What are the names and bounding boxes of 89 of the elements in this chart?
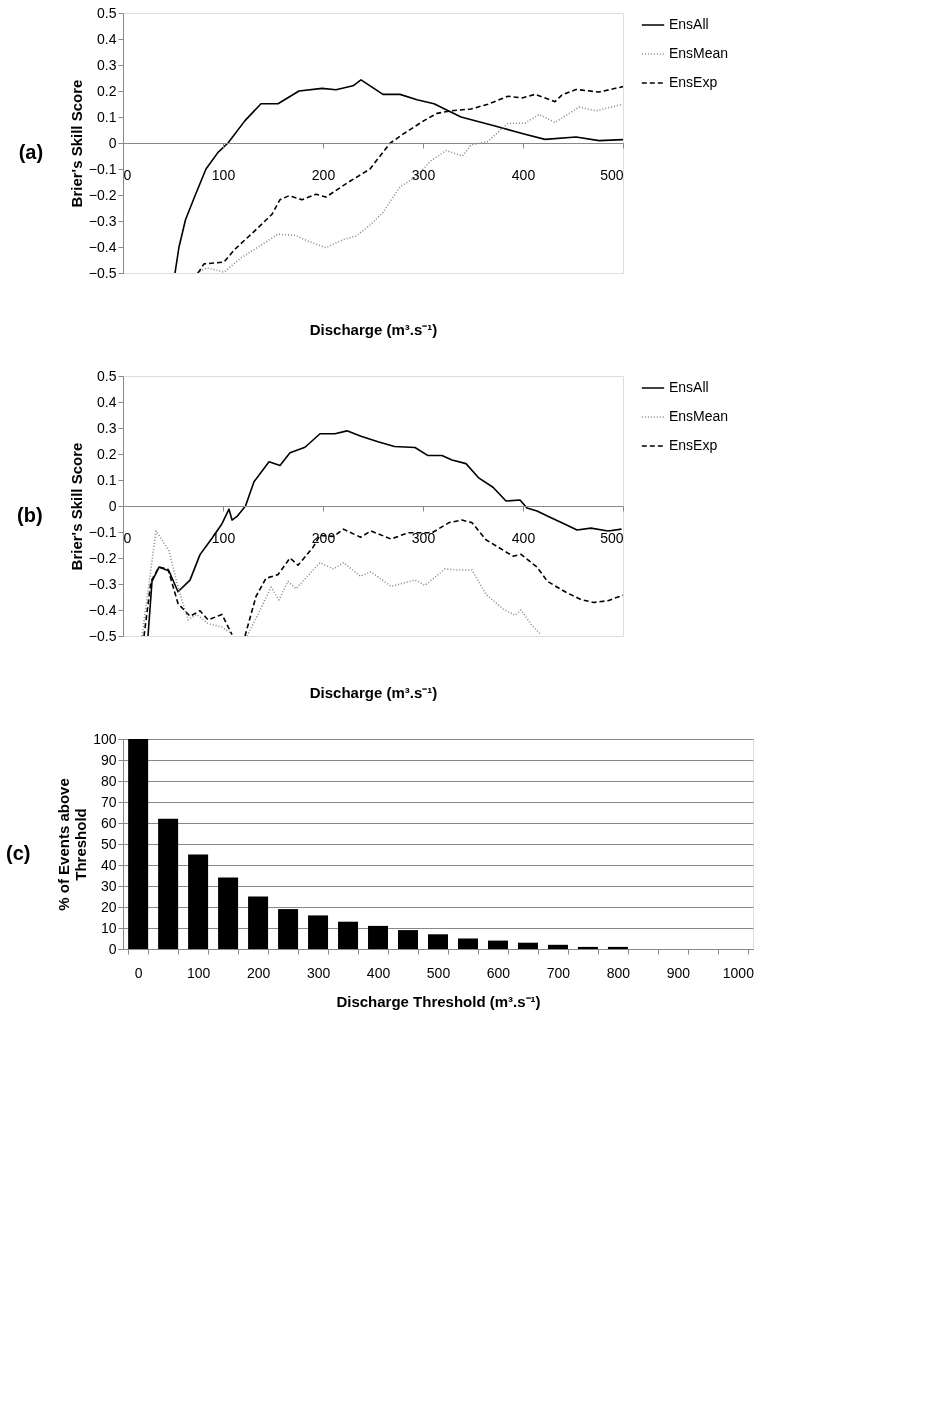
x-tick-label: 500: [600, 529, 624, 546]
y-tick-label: 20: [100, 898, 117, 915]
legend-label: EnsMean: [669, 45, 729, 61]
y-tick-label: 0.2: [97, 82, 117, 99]
bar: [158, 818, 179, 949]
bar: [188, 854, 209, 949]
bar: [248, 896, 269, 949]
bar: [338, 921, 359, 949]
bar: [547, 944, 568, 949]
legend-label: EnsAll: [669, 379, 709, 395]
x-tick-label: 500: [426, 964, 451, 981]
text: (a): [18, 141, 44, 163]
y-tick-label: 40: [100, 856, 117, 873]
y-tick-label: −0.2: [88, 186, 117, 203]
x-tick-label: 400: [366, 964, 391, 981]
y-axis-title: % of Events above Threshold: [55, 778, 90, 911]
y-tick-label: 10: [100, 919, 117, 936]
y-tick-label: −0.3: [88, 575, 117, 592]
text: (b): [17, 504, 43, 526]
x-tick-label: 200: [246, 964, 271, 981]
y-tick-label: 0.4: [97, 393, 117, 410]
bar: [577, 946, 598, 949]
legend-label: EnsExp: [669, 437, 718, 453]
y-tick-label: −0.4: [88, 238, 117, 255]
x-tick-label: 100: [211, 529, 236, 546]
x-tick-label: 500: [600, 166, 624, 183]
y-tick-label: 0: [108, 940, 117, 957]
x-tick-label: 0: [123, 166, 132, 183]
legend-label: EnsMean: [669, 408, 729, 424]
bar: [487, 940, 508, 949]
y-tick-label: 0: [108, 497, 117, 514]
y-tick-label: −0.5: [88, 627, 117, 644]
y-axis-title: Brier's Skill Score: [67, 442, 85, 571]
bar: [128, 739, 149, 949]
y-tick-label: 50: [100, 835, 117, 852]
bar: [398, 930, 419, 949]
y-tick-label: 0.1: [97, 108, 117, 125]
x-tick-label: 800: [606, 964, 631, 981]
x-tick-label: 400: [511, 529, 536, 546]
x-axis-title: Discharge (m³.s⁻¹): [309, 320, 438, 338]
x-tick-label: 0: [134, 964, 143, 981]
x-tick-label: 100: [211, 166, 236, 183]
bar: [428, 934, 448, 949]
y-tick-label: 100: [93, 730, 117, 747]
bar: [517, 942, 538, 949]
y-tick-label: −0.1: [88, 523, 117, 540]
x-tick-label: 1000: [722, 964, 755, 981]
y-tick-label: −0.4: [88, 601, 117, 618]
y-tick-label: −0.5: [88, 264, 117, 281]
x-tick-label: 0: [123, 529, 132, 546]
x-tick-label: 300: [411, 166, 436, 183]
bar: [218, 877, 239, 949]
y-tick-label: 30: [100, 877, 117, 894]
bar: [368, 925, 389, 949]
x-tick-label: 600: [486, 964, 511, 981]
y-tick-label: −0.3: [88, 212, 117, 229]
y-tick-label: 90: [100, 751, 117, 768]
y-tick-label: 0.5: [97, 367, 117, 384]
x-tick-label: 100: [186, 964, 211, 981]
y-tick-label: 0.3: [97, 56, 117, 73]
y-tick-label: 0.1: [97, 471, 117, 488]
y-tick-label: 0: [108, 134, 117, 151]
y-tick-label: −0.2: [88, 549, 117, 566]
x-tick-label: 700: [546, 964, 571, 981]
y-tick-label: −0.1: [88, 160, 117, 177]
y-axis-title: Brier's Skill Score: [67, 79, 85, 208]
x-tick-label: 300: [306, 964, 331, 981]
y-tick-label: 60: [100, 814, 117, 831]
bar: [457, 938, 478, 949]
y-tick-label: 70: [100, 793, 117, 810]
x-tick-label: 200: [311, 529, 336, 546]
y-tick-label: 0.5: [97, 4, 117, 21]
y-tick-label: 0.2: [97, 445, 117, 462]
y-tick-label: 0.3: [97, 419, 117, 436]
legend-label: EnsExp: [669, 74, 718, 90]
bar: [278, 909, 299, 949]
line-series: [147, 430, 623, 636]
x-tick-label: 300: [411, 529, 436, 546]
x-axis-title: Discharge (m³.s⁻¹): [309, 683, 438, 701]
text: (c): [5, 842, 31, 864]
x-tick-label: 400: [511, 166, 536, 183]
y-tick-label: 0.4: [97, 30, 117, 47]
x-tick-label: 900: [666, 964, 691, 981]
bar: [607, 946, 628, 949]
y-tick-label: 80: [100, 772, 117, 789]
bar: [308, 915, 329, 949]
legend-label: EnsAll: [669, 16, 709, 32]
x-tick-label: 200: [311, 166, 336, 183]
x-axis-title: Discharge Threshold (m³.s⁻¹): [336, 992, 541, 1010]
